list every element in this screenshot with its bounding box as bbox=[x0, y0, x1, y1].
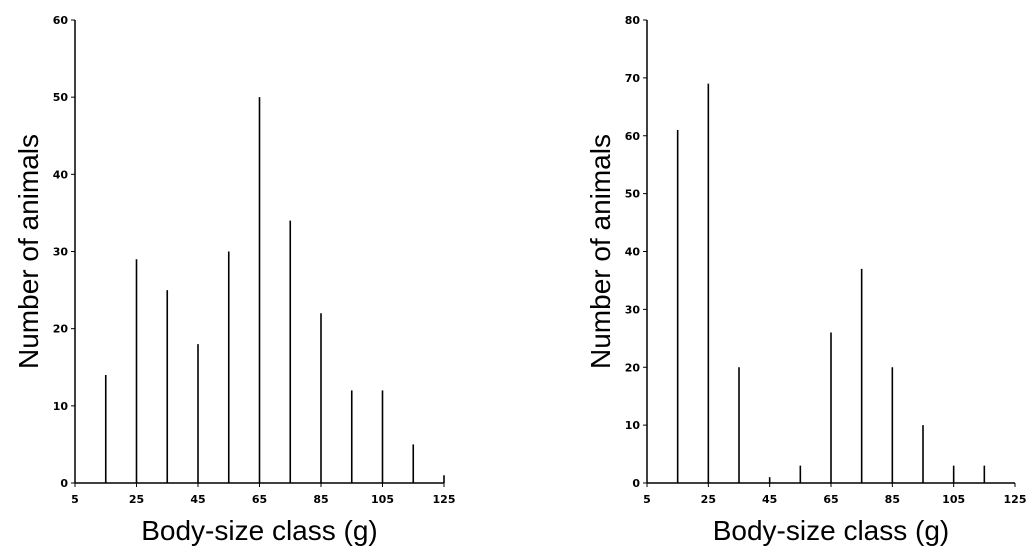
y-tick-label: 40 bbox=[53, 168, 69, 181]
x-tick-label: 125 bbox=[1004, 493, 1027, 506]
y-tick-label: 60 bbox=[625, 130, 641, 143]
x-tick-label: 5 bbox=[643, 493, 651, 506]
x-axis-title: Body-size class (g) bbox=[713, 515, 950, 546]
x-tick-label: 85 bbox=[313, 493, 328, 506]
y-tick-label: 10 bbox=[53, 400, 69, 413]
y-tick-label: 0 bbox=[60, 477, 68, 490]
x-tick-label: 45 bbox=[762, 493, 777, 506]
y-tick-label: 50 bbox=[625, 188, 641, 201]
x-tick-label: 45 bbox=[190, 493, 205, 506]
x-tick-label: 25 bbox=[701, 493, 716, 506]
x-tick-label: 5 bbox=[71, 493, 79, 506]
x-tick-label: 65 bbox=[252, 493, 267, 506]
y-axis-title: Number of animals bbox=[585, 134, 616, 369]
y-tick-label: 20 bbox=[53, 323, 69, 336]
y-tick-label: 0 bbox=[632, 477, 640, 490]
chart-panel-2: 0 10 20 30 40 50 60 70 80 5 25 45 65 85 105 125 Body-siz… bbox=[585, 14, 1026, 546]
x-tick-label: 105 bbox=[371, 493, 394, 506]
y-tick-label: 70 bbox=[625, 72, 641, 85]
y-tick-label: 10 bbox=[625, 419, 641, 432]
y-tick-label: 50 bbox=[53, 91, 69, 104]
x-axis-title: Body-size class (g) bbox=[141, 515, 378, 546]
y-tick-label: 20 bbox=[625, 361, 641, 374]
y-axis-title: Number of animals bbox=[13, 134, 44, 369]
x-tick-label: 25 bbox=[129, 493, 144, 506]
y-tick-label: 60 bbox=[53, 14, 69, 27]
x-tick-label: 125 bbox=[433, 493, 456, 506]
y-tick-label: 80 bbox=[625, 14, 641, 27]
x-tick-label: 85 bbox=[885, 493, 900, 506]
x-tick-label: 105 bbox=[942, 493, 965, 506]
y-tick-label: 40 bbox=[625, 246, 641, 259]
chart-panel-1: 0 10 20 30 40 50 60 5 25 45 65 85 105 125 Body-size cl… bbox=[13, 14, 455, 546]
y-tick-label: 30 bbox=[625, 303, 641, 316]
x-tick-label: 65 bbox=[823, 493, 838, 506]
y-tick-label: 30 bbox=[53, 246, 69, 259]
